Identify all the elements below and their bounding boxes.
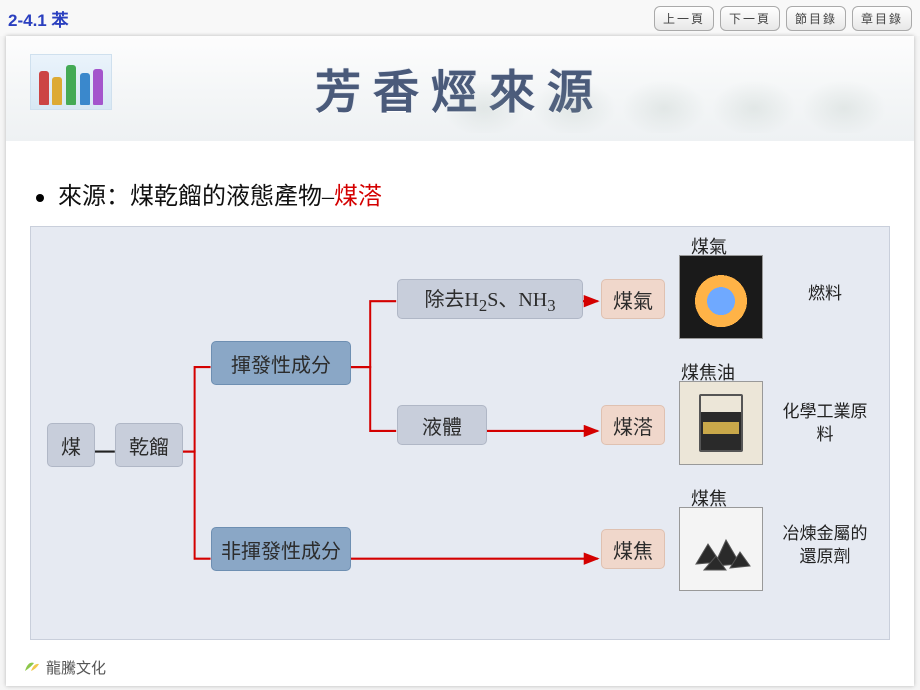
use-coke: 冶煉金屬的還原劑 bbox=[777, 523, 873, 569]
node-gas: 煤氣 bbox=[601, 279, 665, 319]
node-nonvolatile: 非揮發性成分 bbox=[211, 527, 351, 571]
node-remove: 除去H2S、NH3 bbox=[397, 279, 583, 319]
image-tar-beaker bbox=[679, 381, 763, 465]
node-coal: 煤 bbox=[47, 423, 95, 467]
title-banner: 芳香烴來源 bbox=[6, 36, 914, 141]
image-gas-flame bbox=[679, 255, 763, 339]
section-toc-button[interactable]: 節目錄 bbox=[786, 6, 846, 31]
node-volatile: 揮發性成分 bbox=[211, 341, 351, 385]
bullet-text-1: 來源：煤乾餾的液態產物– bbox=[58, 184, 334, 210]
section-label: 2-4.1 苯 bbox=[8, 6, 68, 31]
chapter-toc-button[interactable]: 章目錄 bbox=[852, 6, 912, 31]
publisher-label: 龍騰文化 bbox=[22, 657, 106, 678]
leaf-icon bbox=[22, 657, 40, 677]
use-gas: 燃料 bbox=[777, 283, 873, 306]
remove-text: 除去H2S、NH3 bbox=[424, 283, 555, 316]
image-coke bbox=[679, 507, 763, 591]
page-title: 芳香烴來源 bbox=[6, 56, 914, 122]
node-distill: 乾餾 bbox=[115, 423, 183, 467]
slide: 芳香烴來源 來源：煤乾餾的液態產物–煤溚 煤 bbox=[6, 36, 914, 686]
next-button[interactable]: 下一頁 bbox=[720, 6, 780, 31]
bullet-text-2: 煤溚 bbox=[334, 184, 382, 210]
bullet-line: 來源：煤乾餾的液態產物–煤溚 bbox=[62, 176, 382, 211]
node-tar: 煤溚 bbox=[601, 405, 665, 445]
node-liquid: 液體 bbox=[397, 405, 487, 445]
bullet-dot-icon bbox=[36, 194, 44, 202]
top-bar: 2-4.1 苯 上一頁 下一頁 節目錄 章目錄 bbox=[0, 0, 920, 36]
prev-button[interactable]: 上一頁 bbox=[654, 6, 714, 31]
use-tar: 化學工業原料 bbox=[777, 401, 873, 447]
node-coke: 煤焦 bbox=[601, 529, 665, 569]
flow-diagram: 煤 乾餾 揮發性成分 非揮發性成分 除去H2S、NH3 液體 煤氣 煤溚 煤焦 … bbox=[30, 226, 890, 640]
publisher-text: 龍騰文化 bbox=[46, 660, 106, 677]
